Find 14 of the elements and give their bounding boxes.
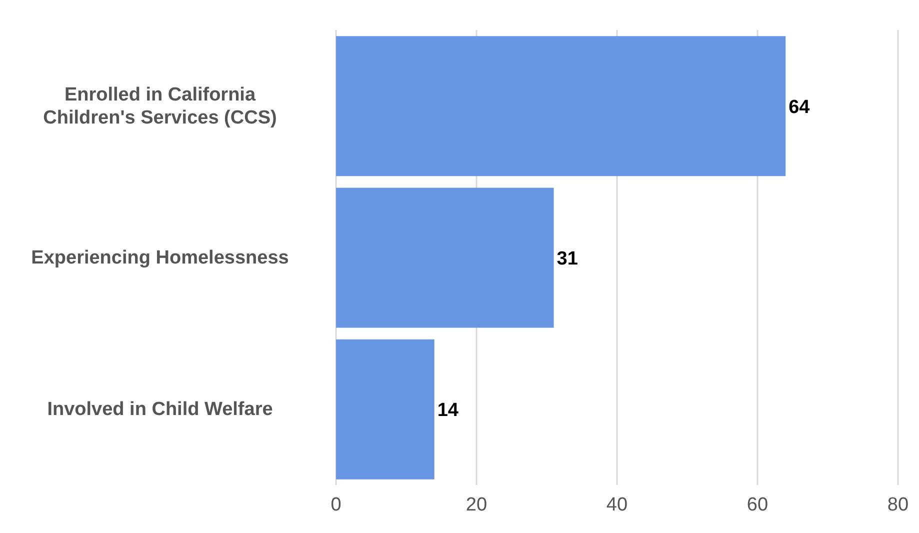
data-label: 14 xyxy=(437,400,459,422)
x-tick-label: 80 xyxy=(887,494,909,516)
bar xyxy=(336,36,786,176)
y-tick-label: Enrolled in California Children's Services (CCS) xyxy=(43,84,277,128)
bar xyxy=(336,339,434,480)
x-tick-label: 20 xyxy=(466,494,488,516)
y-tick-label: Involved in Child Welfare xyxy=(47,398,273,420)
data-label: 64 xyxy=(788,96,810,118)
data-label: 31 xyxy=(556,248,578,270)
x-tick-label: 60 xyxy=(746,494,768,516)
bar xyxy=(336,188,554,328)
y-tick-label: Experiencing Homelessness xyxy=(31,247,289,268)
x-tick-label: 40 xyxy=(606,494,628,516)
x-tick-label: 0 xyxy=(330,494,342,516)
